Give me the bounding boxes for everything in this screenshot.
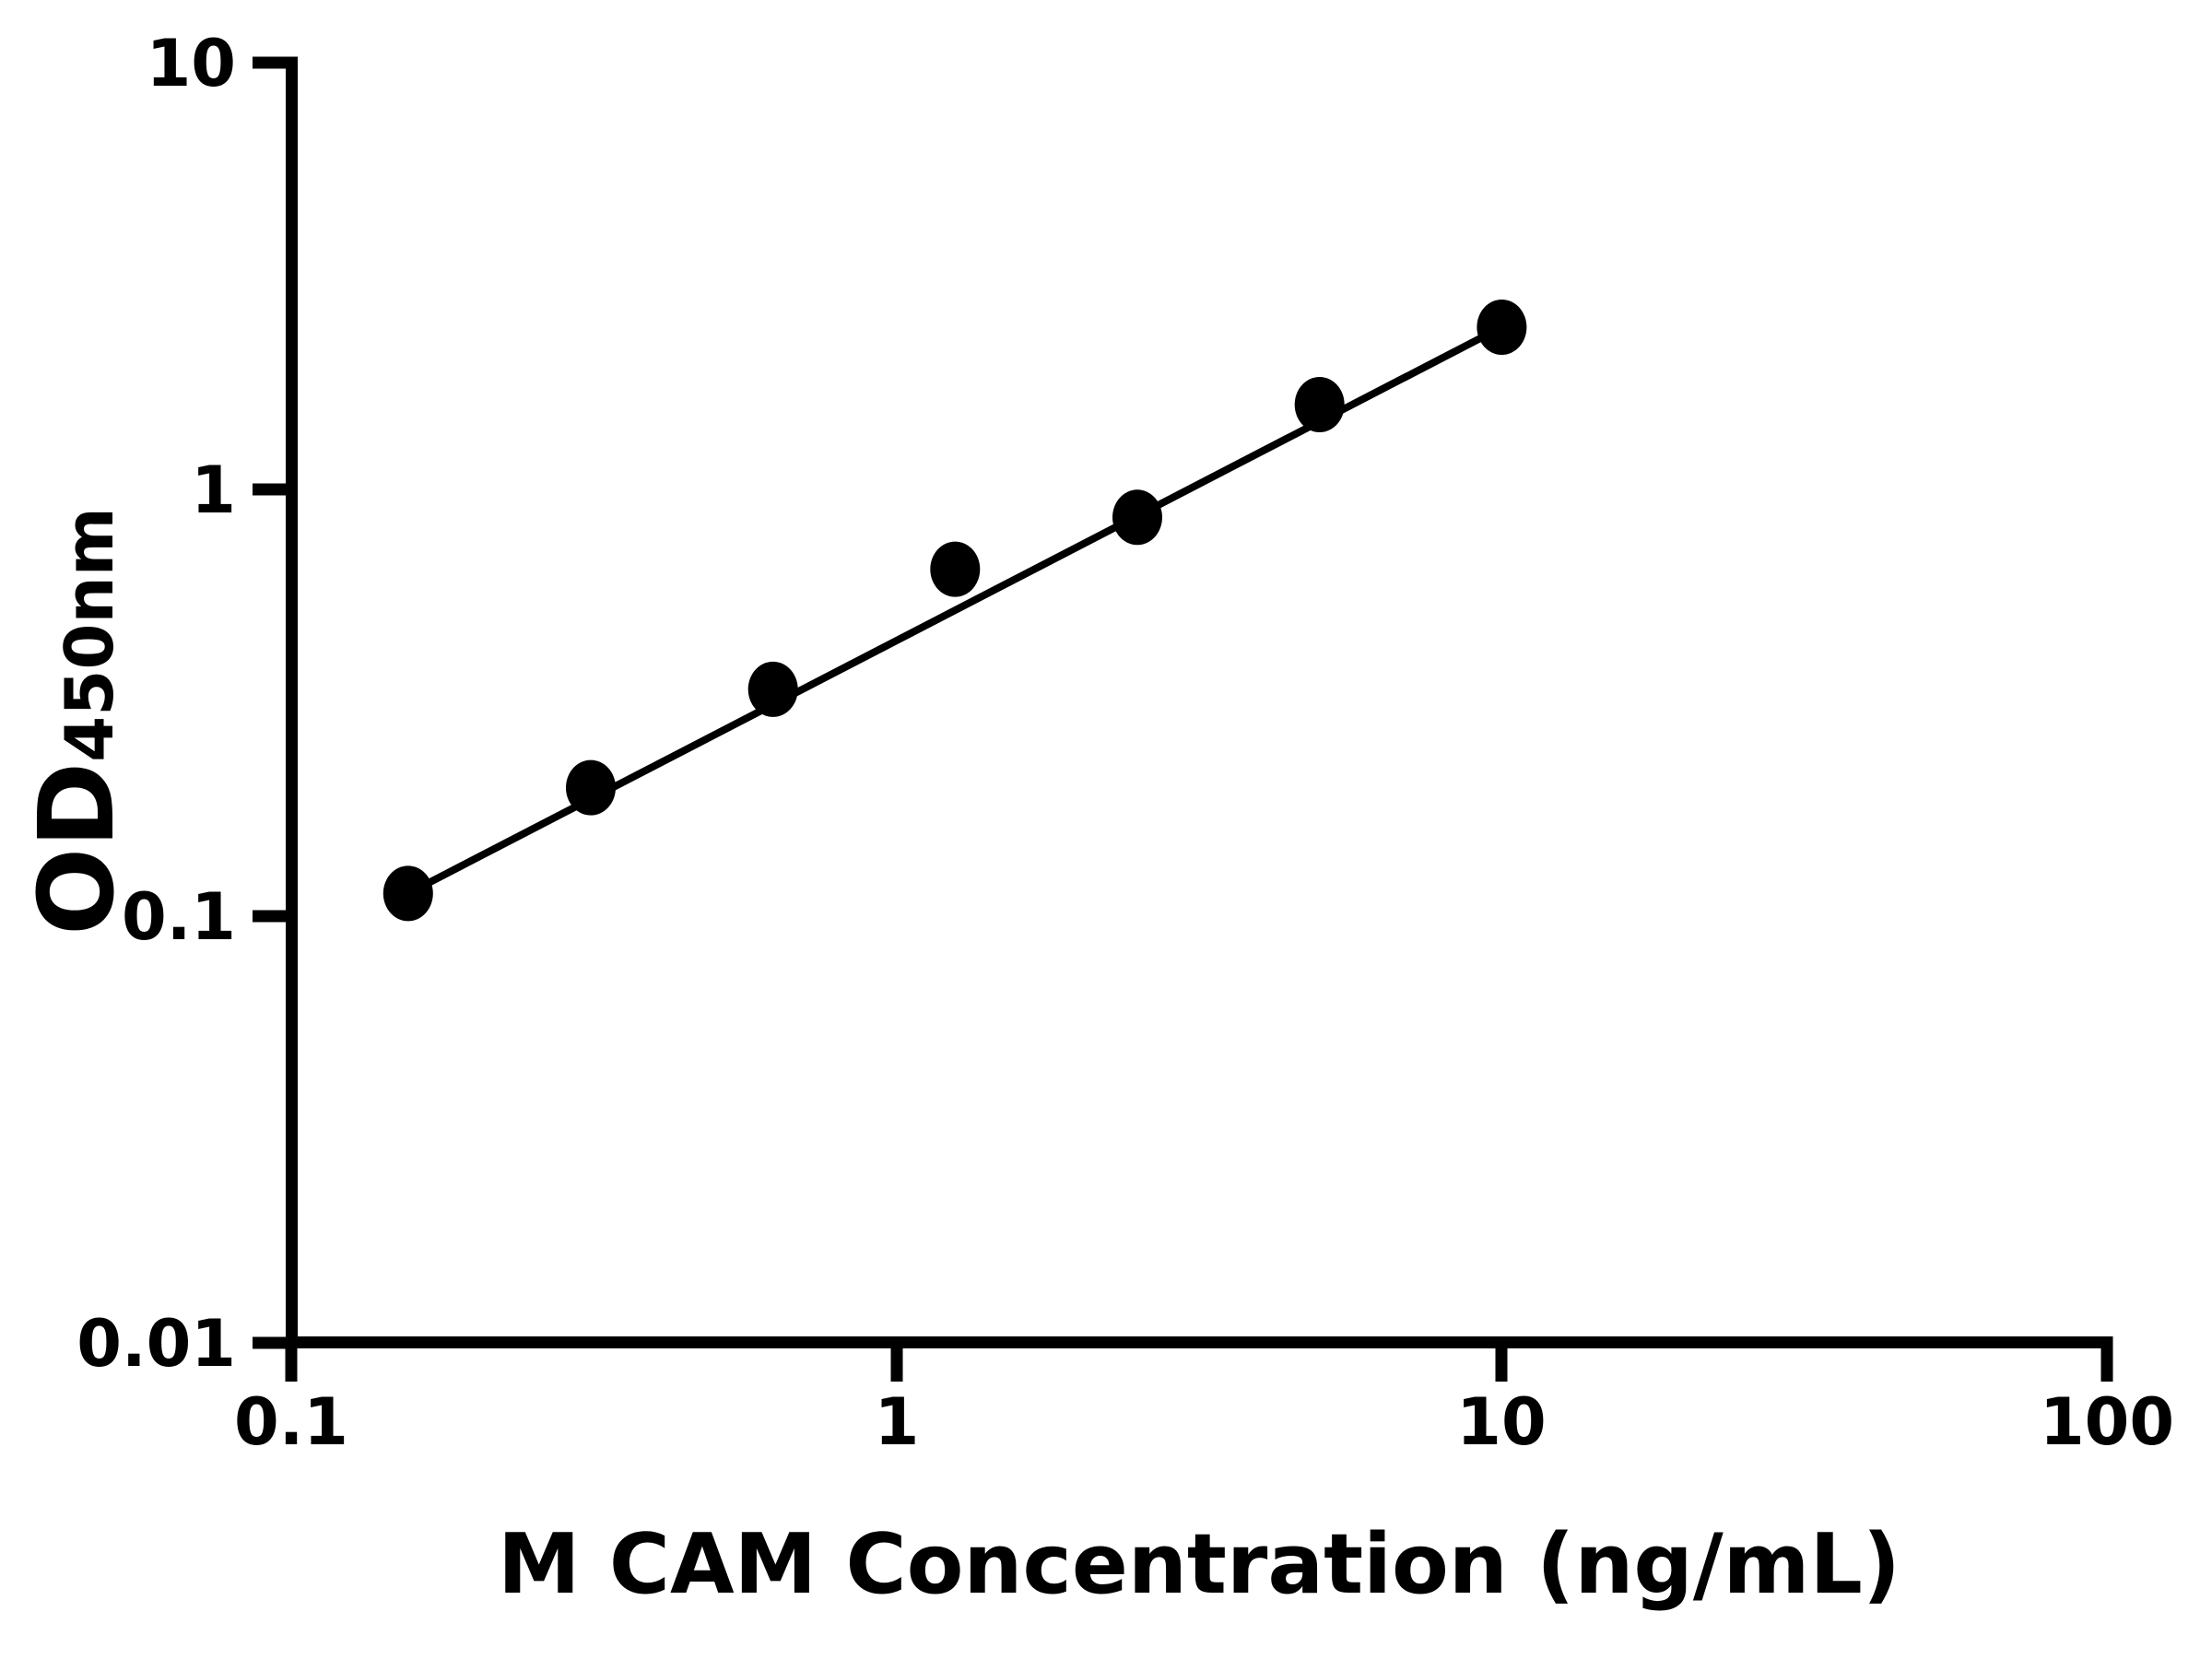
data-point (1477, 300, 1527, 355)
axes (286, 56, 2113, 1348)
y-axis-title: OD450nm (18, 507, 137, 935)
x-tick-label-100: 100 (2040, 1384, 2174, 1460)
y-axis-title-subscript: 450nm (51, 507, 128, 762)
x-tick-label-10: 10 (1456, 1384, 1546, 1460)
y-tick-label-10: 10 (147, 26, 236, 101)
y-tick-labels: 10 1 0.1 0.01 (76, 26, 236, 1382)
data-points (382, 300, 1527, 922)
x-tick-label-0.1: 0.1 (234, 1384, 348, 1460)
y-axis-title-main: OD (18, 762, 137, 935)
x-tick-label-1: 1 (875, 1384, 920, 1460)
y-tick-label-1: 1 (191, 453, 236, 528)
y-tick-label-0.1: 0.1 (122, 879, 236, 955)
x-axis-title: M CAM Concentration (ng/mL) (498, 1516, 1900, 1613)
y-ticks (253, 56, 291, 1349)
x-ticks (285, 1343, 2113, 1382)
data-point (566, 759, 616, 816)
data-point (930, 541, 981, 597)
y-tick-label-0.01: 0.01 (76, 1306, 236, 1382)
data-point (747, 661, 798, 717)
data-point (1112, 489, 1162, 546)
data-point (382, 865, 433, 922)
data-point (1294, 377, 1345, 432)
x-tick-labels: 0.1 1 10 100 (234, 1384, 2174, 1460)
